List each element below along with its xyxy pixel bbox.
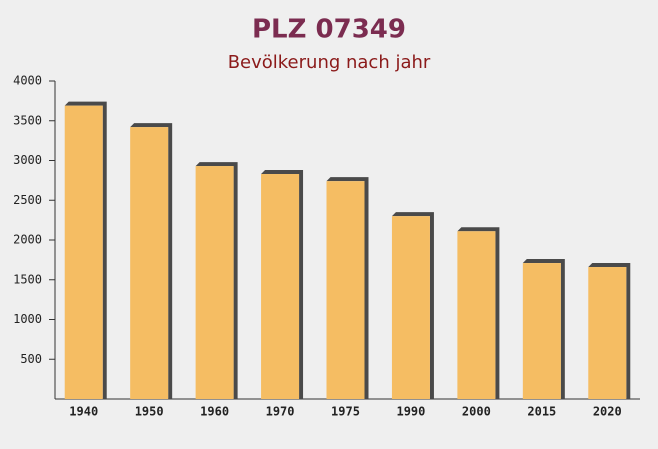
bar <box>261 174 300 399</box>
bar <box>326 181 365 399</box>
bar <box>195 166 234 399</box>
x-tick-label: 1970 <box>266 405 295 419</box>
bar <box>457 231 496 399</box>
y-tick-label: 4000 <box>13 74 42 88</box>
chart-title: PLZ 07349 <box>252 15 406 45</box>
x-tick-label: 2020 <box>593 405 622 419</box>
y-tick-label: 2500 <box>13 193 42 207</box>
x-tick-label: 1975 <box>331 405 360 419</box>
x-tick-label: 1940 <box>69 405 98 419</box>
x-tick-label: 1950 <box>135 405 164 419</box>
x-tick-label: 1960 <box>200 405 229 419</box>
y-tick-label: 3500 <box>13 113 42 127</box>
bar <box>588 267 627 399</box>
bar <box>64 105 103 400</box>
x-tick-label: 2015 <box>527 405 556 419</box>
x-tick-label: 1990 <box>396 405 425 419</box>
y-tick-label: 1500 <box>13 272 42 286</box>
chart-subtitle: Bevölkerung nach jahr <box>228 52 431 73</box>
bar <box>522 263 561 399</box>
bar <box>391 216 430 399</box>
y-tick-label: 1000 <box>13 312 42 326</box>
bar <box>130 127 169 400</box>
y-tick-label: 3000 <box>13 153 42 167</box>
y-tick-label: 2000 <box>13 233 42 247</box>
y-tick-label: 500 <box>20 352 42 366</box>
x-tick-label: 2000 <box>462 405 491 419</box>
